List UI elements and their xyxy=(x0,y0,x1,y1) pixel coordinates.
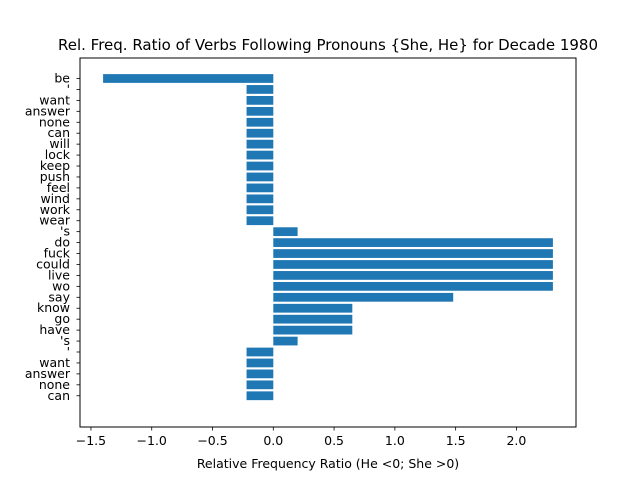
bar xyxy=(246,85,274,94)
y-tick-label: have xyxy=(39,322,70,337)
y-tick-label: fuck xyxy=(44,246,71,261)
bar xyxy=(246,369,274,379)
x-axis-label: Relative Frequency Ratio (He <0; She >0) xyxy=(197,456,459,471)
bar xyxy=(273,271,553,280)
bar xyxy=(246,117,274,127)
y-tick-label: 's xyxy=(60,224,70,239)
x-tick-label: −0.5 xyxy=(197,433,227,448)
y-tick-label: could xyxy=(36,256,70,271)
bar xyxy=(246,128,274,138)
y-tick-label: ' xyxy=(67,81,70,96)
x-axis-ticks: −1.5 −1.0 −0.5 0.0 0.5 1.0 1.5 2.0 xyxy=(76,427,526,448)
y-tick-label: do xyxy=(54,235,70,250)
x-tick-label: 0.5 xyxy=(324,433,344,448)
bar xyxy=(246,161,274,171)
y-tick-label: will xyxy=(49,136,70,151)
bars-group xyxy=(103,74,553,401)
bar xyxy=(246,183,274,193)
y-tick-label: go xyxy=(54,311,70,326)
bar xyxy=(246,150,274,160)
x-tick-label: 1.5 xyxy=(446,433,466,448)
y-tick-label: push xyxy=(40,169,70,184)
x-tick-label: 1.0 xyxy=(385,433,405,448)
bar xyxy=(273,227,298,237)
bar xyxy=(273,281,553,291)
y-tick-label: live xyxy=(48,267,70,282)
x-tick-label: 0.0 xyxy=(263,433,283,448)
bar xyxy=(246,96,274,105)
y-tick-label: can xyxy=(48,125,70,140)
y-tick-label: be xyxy=(54,71,70,86)
bar xyxy=(273,260,553,269)
bar xyxy=(246,347,274,357)
bar xyxy=(246,106,274,116)
y-tick-label: ' xyxy=(67,344,70,359)
x-tick-label: 2.0 xyxy=(506,433,526,448)
bar xyxy=(246,216,274,226)
bar xyxy=(246,194,274,204)
bar xyxy=(273,336,298,346)
chart-title: Rel. Freq. Ratio of Verbs Following Pron… xyxy=(58,36,598,54)
bar xyxy=(273,325,353,335)
y-tick-label: answer xyxy=(25,103,71,118)
bar xyxy=(273,303,353,313)
y-tick-label: lock xyxy=(45,147,71,162)
bar xyxy=(273,238,553,247)
y-tick-label: wo xyxy=(52,278,70,293)
bar xyxy=(273,292,454,302)
y-tick-label: want xyxy=(39,92,70,107)
bar xyxy=(273,314,353,324)
x-tick-label: −1.5 xyxy=(76,433,106,448)
bar xyxy=(246,391,274,401)
bar xyxy=(246,358,274,368)
y-tick-label: want xyxy=(39,355,70,370)
bar xyxy=(273,249,553,258)
y-tick-label: wind xyxy=(40,191,70,206)
x-tick-label: −1.0 xyxy=(137,433,167,448)
bar xyxy=(246,139,274,149)
y-tick-label: work xyxy=(40,202,71,217)
bar xyxy=(246,205,274,215)
y-tick-label: 's xyxy=(60,333,70,348)
y-tick-label: wear xyxy=(39,213,71,228)
bar xyxy=(246,172,274,182)
plot-frame xyxy=(79,57,577,428)
y-tick-label: say xyxy=(48,289,70,304)
y-tick-label: none xyxy=(39,377,70,392)
bar xyxy=(246,380,274,390)
y-tick-label: know xyxy=(37,300,70,315)
y-tick-label: none xyxy=(39,114,70,129)
y-tick-label: keep xyxy=(40,158,70,173)
y-tick-label: answer xyxy=(25,366,71,381)
bar xyxy=(103,74,274,83)
y-axis-ticks: be'wantanswernonecanwilllockkeeppushfeel… xyxy=(25,71,80,403)
y-tick-label: feel xyxy=(47,180,70,195)
y-tick-label: can xyxy=(48,388,70,403)
